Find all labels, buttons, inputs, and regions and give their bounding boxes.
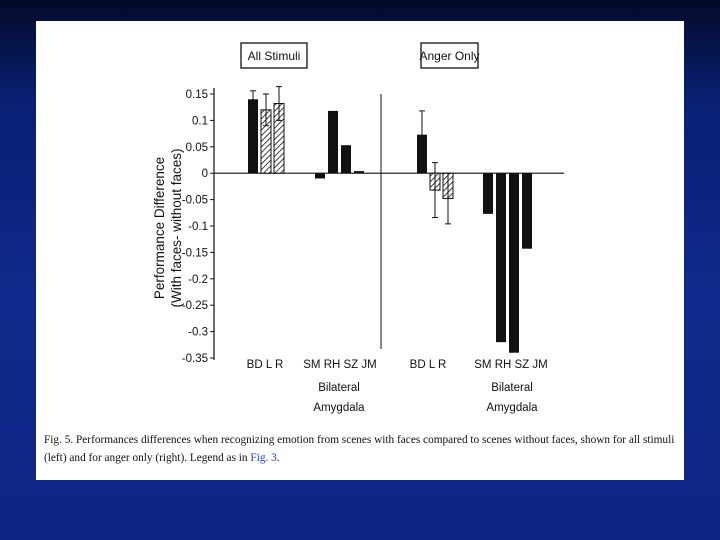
bar: [483, 173, 493, 214]
bar: [354, 171, 364, 174]
group-label: Bilateral: [318, 382, 360, 394]
figure-panel: 0.15 0.1 0.05 0 -0.05 -0.1 -0.15 -0.2 -0.25 -0.3 -…: [36, 21, 684, 480]
bar: [509, 173, 519, 353]
y-tick-label: -0.15: [182, 247, 208, 259]
category-labels: BD L R: [247, 359, 284, 371]
y-tick-label: 0: [202, 168, 208, 180]
category-labels: BD L R: [410, 359, 447, 371]
y-axis-label-line2: (With faces- without faces): [169, 148, 184, 307]
y-tick-label: 0.15: [186, 89, 208, 101]
panel-title: Anger Only: [419, 49, 479, 63]
group-label: Amygdala: [313, 402, 365, 414]
bar: [522, 173, 532, 249]
y-tick-label: -0.35: [182, 353, 208, 365]
y-tick-label: 0.1: [192, 115, 208, 127]
caption-text: Fig. 5. Performances differences when re…: [44, 434, 675, 464]
y-tick-label: 0.05: [186, 142, 208, 154]
bar: [248, 99, 258, 174]
y-tick-label: -0.1: [188, 221, 208, 233]
bar: [341, 145, 351, 174]
category-labels: SM RH SZ JM: [303, 359, 376, 371]
figure-caption: Fig. 5. Performances differences when re…: [44, 431, 678, 467]
bar: [328, 110, 338, 174]
panel-title: All Stimuli: [248, 49, 301, 63]
panel-title-box: [240, 42, 308, 69]
y-tick-label: -0.05: [182, 195, 208, 207]
y-tick-label: -0.25: [182, 300, 208, 312]
category-labels: SM RH SZ JM: [474, 359, 547, 371]
caption-end: .: [276, 452, 280, 464]
bar: [315, 173, 325, 179]
bar-chart: 0.15 0.1 0.05 0 -0.05 -0.1 -0.15 -0.2 -0.25 -0.3 -…: [152, 42, 564, 414]
panel-title-box: [420, 42, 479, 69]
group-label: Bilateral: [491, 382, 533, 394]
group-label: Amygdala: [486, 402, 538, 414]
y-tick-label: -0.3: [188, 327, 208, 339]
y-tick-label: -0.2: [188, 274, 208, 286]
caption-figure-link[interactable]: Fig. 3: [250, 452, 277, 464]
bar: [496, 173, 506, 343]
y-axis-label-line1: Performance Difference: [152, 157, 167, 299]
